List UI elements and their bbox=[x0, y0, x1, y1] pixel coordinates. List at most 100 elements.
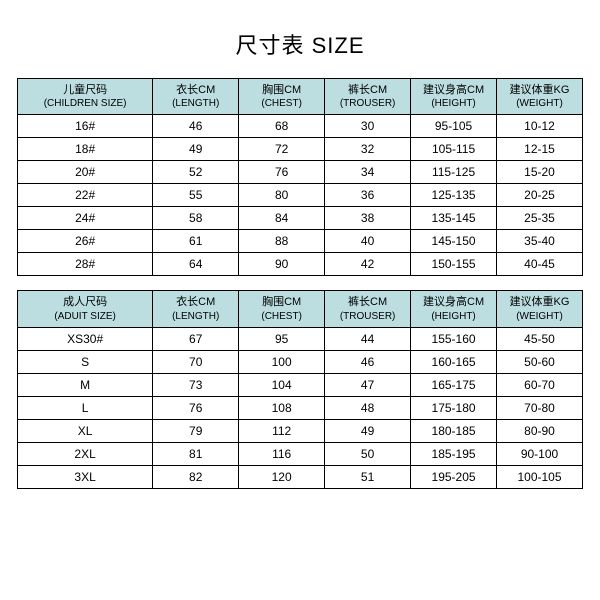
cell-size: XL bbox=[18, 419, 153, 442]
table-row: S7010046160-16550-60 bbox=[18, 350, 583, 373]
adult-header-row: 成人尺码(ADUIT SIZE)衣长CM(LENGTH)胸围CM(CHEST)裤… bbox=[18, 291, 583, 327]
cell-trouser: 34 bbox=[325, 161, 411, 184]
table-row: XL7911249180-18580-90 bbox=[18, 419, 583, 442]
col-header-cn: 衣长CM bbox=[155, 83, 236, 97]
cell-chest: 95 bbox=[239, 327, 325, 350]
cell-height: 165-175 bbox=[411, 373, 497, 396]
col-header-en: (LENGTH) bbox=[155, 97, 236, 110]
col-header-en: (TROUSER) bbox=[327, 97, 408, 110]
cell-height: 155-160 bbox=[411, 327, 497, 350]
cell-trouser: 36 bbox=[325, 184, 411, 207]
cell-chest: 88 bbox=[239, 230, 325, 253]
table-row: L7610848175-18070-80 bbox=[18, 396, 583, 419]
cell-size: 3XL bbox=[18, 465, 153, 488]
cell-length: 67 bbox=[153, 327, 239, 350]
col-header-cn: 建议体重KG bbox=[499, 295, 580, 309]
col-header-trouser: 裤长CM(TROUSER) bbox=[325, 79, 411, 115]
cell-height: 135-145 bbox=[411, 207, 497, 230]
table-row: M7310447165-17560-70 bbox=[18, 373, 583, 396]
cell-chest: 100 bbox=[239, 350, 325, 373]
col-header-en: (CHEST) bbox=[241, 310, 322, 323]
col-header-cn: 胸围CM bbox=[241, 295, 322, 309]
cell-size: 2XL bbox=[18, 442, 153, 465]
col-header-cn: 成人尺码 bbox=[20, 295, 150, 309]
cell-size: 28# bbox=[18, 253, 153, 276]
col-header-en: (CHEST) bbox=[241, 97, 322, 110]
cell-chest: 120 bbox=[239, 465, 325, 488]
cell-trouser: 42 bbox=[325, 253, 411, 276]
cell-weight: 50-60 bbox=[497, 350, 583, 373]
cell-size: 16# bbox=[18, 115, 153, 138]
cell-height: 195-205 bbox=[411, 465, 497, 488]
cell-chest: 108 bbox=[239, 396, 325, 419]
cell-length: 70 bbox=[153, 350, 239, 373]
cell-length: 64 bbox=[153, 253, 239, 276]
col-header-trouser: 裤长CM(TROUSER) bbox=[325, 291, 411, 327]
cell-length: 81 bbox=[153, 442, 239, 465]
cell-chest: 76 bbox=[239, 161, 325, 184]
cell-chest: 72 bbox=[239, 138, 325, 161]
cell-weight: 45-50 bbox=[497, 327, 583, 350]
col-header-en: (HEIGHT) bbox=[413, 97, 494, 110]
cell-height: 160-165 bbox=[411, 350, 497, 373]
cell-size: M bbox=[18, 373, 153, 396]
cell-size: 20# bbox=[18, 161, 153, 184]
cell-trouser: 32 bbox=[325, 138, 411, 161]
col-header-cn: 建议体重KG bbox=[499, 83, 580, 97]
cell-height: 115-125 bbox=[411, 161, 497, 184]
cell-chest: 68 bbox=[239, 115, 325, 138]
cell-weight: 35-40 bbox=[497, 230, 583, 253]
cell-size: 24# bbox=[18, 207, 153, 230]
adult-size-table: 成人尺码(ADUIT SIZE)衣长CM(LENGTH)胸围CM(CHEST)裤… bbox=[17, 290, 583, 488]
col-header-chest: 胸围CM(CHEST) bbox=[239, 79, 325, 115]
cell-trouser: 40 bbox=[325, 230, 411, 253]
cell-length: 58 bbox=[153, 207, 239, 230]
cell-weight: 25-35 bbox=[497, 207, 583, 230]
table-row: 22#558036125-13520-25 bbox=[18, 184, 583, 207]
cell-trouser: 38 bbox=[325, 207, 411, 230]
cell-length: 79 bbox=[153, 419, 239, 442]
cell-weight: 60-70 bbox=[497, 373, 583, 396]
col-header-en: (LENGTH) bbox=[155, 310, 236, 323]
col-header-en: (WEIGHT) bbox=[499, 97, 580, 110]
table-row: 28#649042150-15540-45 bbox=[18, 253, 583, 276]
cell-chest: 90 bbox=[239, 253, 325, 276]
cell-trouser: 49 bbox=[325, 419, 411, 442]
cell-length: 61 bbox=[153, 230, 239, 253]
cell-trouser: 30 bbox=[325, 115, 411, 138]
cell-height: 185-195 bbox=[411, 442, 497, 465]
cell-height: 180-185 bbox=[411, 419, 497, 442]
cell-height: 175-180 bbox=[411, 396, 497, 419]
cell-weight: 40-45 bbox=[497, 253, 583, 276]
col-header-en: (TROUSER) bbox=[327, 310, 408, 323]
cell-height: 150-155 bbox=[411, 253, 497, 276]
cell-length: 82 bbox=[153, 465, 239, 488]
cell-size: 22# bbox=[18, 184, 153, 207]
cell-weight: 80-90 bbox=[497, 419, 583, 442]
col-header-weight: 建议体重KG(WEIGHT) bbox=[497, 291, 583, 327]
page-title: 尺寸表 SIZE bbox=[235, 28, 364, 60]
col-header-height: 建议身高CM(HEIGHT) bbox=[411, 79, 497, 115]
cell-trouser: 47 bbox=[325, 373, 411, 396]
col-header-length: 衣长CM(LENGTH) bbox=[153, 79, 239, 115]
col-header-cn: 建议身高CM bbox=[413, 83, 494, 97]
col-header-chest: 胸围CM(CHEST) bbox=[239, 291, 325, 327]
cell-chest: 112 bbox=[239, 419, 325, 442]
cell-size: XS30# bbox=[18, 327, 153, 350]
col-header-cn: 建议身高CM bbox=[413, 295, 494, 309]
table-row: XS30#679544155-16045-50 bbox=[18, 327, 583, 350]
cell-height: 125-135 bbox=[411, 184, 497, 207]
col-header-weight: 建议体重KG(WEIGHT) bbox=[497, 79, 583, 115]
col-header-height: 建议身高CM(HEIGHT) bbox=[411, 291, 497, 327]
cell-chest: 104 bbox=[239, 373, 325, 396]
cell-weight: 12-15 bbox=[497, 138, 583, 161]
table-row: 20#527634115-12515-20 bbox=[18, 161, 583, 184]
cell-size: L bbox=[18, 396, 153, 419]
cell-size: 26# bbox=[18, 230, 153, 253]
cell-chest: 80 bbox=[239, 184, 325, 207]
table-row: 26#618840145-15035-40 bbox=[18, 230, 583, 253]
cell-size: 18# bbox=[18, 138, 153, 161]
col-header-cn: 儿童尺码 bbox=[20, 83, 150, 97]
table-row: 3XL8212051195-205100-105 bbox=[18, 465, 583, 488]
cell-length: 73 bbox=[153, 373, 239, 396]
